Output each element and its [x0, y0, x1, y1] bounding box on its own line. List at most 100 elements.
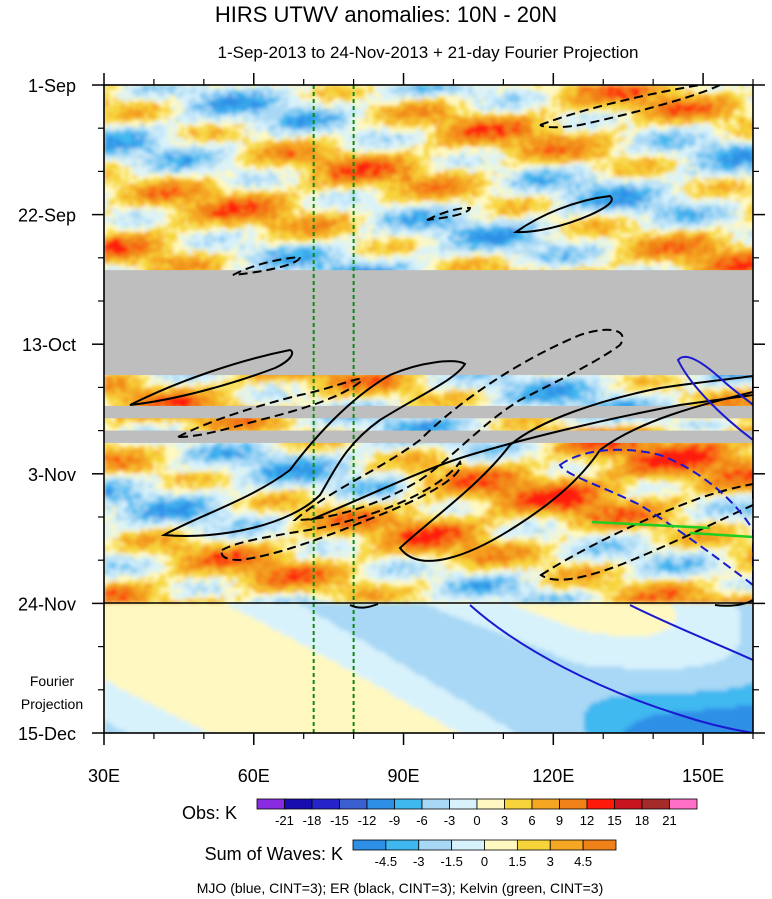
anomaly-cell [380, 199, 385, 203]
anomaly-cell [716, 124, 721, 128]
anomaly-cell [652, 151, 657, 155]
plot-area [104, 85, 757, 736]
anomaly-cell [296, 196, 301, 200]
anomaly-cell [124, 172, 129, 176]
anomaly-cell [620, 127, 625, 131]
anomaly-cell [668, 154, 673, 158]
anomaly-cell [600, 172, 605, 176]
anomaly-cell [620, 151, 625, 155]
anomaly-cell [468, 202, 473, 206]
anomaly-cell [296, 187, 301, 191]
anomaly-cell [164, 205, 169, 209]
anomaly-cell [308, 94, 313, 98]
anomaly-cell [504, 193, 509, 197]
anomaly-cell [120, 202, 125, 206]
anomaly-cell [180, 127, 185, 131]
anomaly-cell [108, 157, 113, 161]
anomaly-cell [132, 175, 137, 179]
anomaly-cell [372, 121, 377, 125]
chart-subtitle: 1-Sep-2013 to 24-Nov-2013 + 21-day Fouri… [218, 43, 639, 62]
anomaly-cell [304, 88, 309, 92]
anomaly-cell [552, 103, 557, 107]
anomaly-cell [320, 187, 325, 191]
anomaly-cell [288, 187, 293, 191]
anomaly-cell [512, 163, 517, 167]
anomaly-cell [592, 166, 597, 170]
anomaly-cell [280, 163, 285, 167]
anomaly-cell [496, 109, 501, 113]
anomaly-cell [412, 124, 417, 128]
anomaly-cell [520, 160, 525, 164]
anomaly-cell [184, 172, 189, 176]
anomaly-cell [492, 148, 497, 152]
anomaly-cell [560, 109, 565, 113]
anomaly-cell [348, 127, 353, 131]
anomaly-cell [492, 163, 497, 167]
anomaly-cell [624, 118, 629, 122]
anomaly-cell [372, 97, 377, 101]
anomaly-cell [436, 166, 441, 170]
anomaly-cell [600, 124, 605, 128]
anomaly-cell [180, 139, 185, 143]
anomaly-cell [432, 145, 437, 149]
anomaly-cell [476, 163, 481, 167]
anomaly-cell [504, 172, 509, 176]
anomaly-cell [212, 172, 217, 176]
anomaly-cell [588, 157, 593, 161]
anomaly-cell [200, 118, 205, 122]
anomaly-cell [620, 142, 625, 146]
anomaly-cell [640, 151, 645, 155]
anomaly-cell [172, 127, 177, 131]
anomaly-cell [164, 100, 169, 104]
anomaly-cell [256, 130, 261, 134]
anomaly-cell [632, 151, 637, 155]
anomaly-cell [220, 169, 225, 173]
anomaly-cell [244, 163, 249, 167]
anomaly-cell [660, 121, 665, 125]
anomaly-cell [552, 97, 557, 101]
anomaly-cell [436, 160, 441, 164]
anomaly-cell [568, 127, 573, 131]
anomaly-cell [124, 166, 129, 170]
anomaly-cell [168, 109, 173, 113]
chart-title: HIRS UTWV anomalies: 10N - 20N [215, 2, 557, 27]
anomaly-cell [516, 109, 521, 113]
anomaly-cell [392, 124, 397, 128]
anomaly-cell [592, 127, 597, 131]
anomaly-cell [404, 199, 409, 203]
anomaly-cell [324, 205, 329, 209]
anomaly-cell [628, 127, 633, 131]
anomaly-cell [288, 172, 293, 176]
anomaly-cell [656, 172, 661, 176]
anomaly-cell [504, 187, 509, 191]
anomaly-cell [480, 184, 485, 188]
anomaly-cell [456, 145, 461, 149]
anomaly-cell [400, 124, 405, 128]
anomaly-cell [484, 166, 489, 170]
anomaly-cell [348, 139, 353, 143]
anomaly-cell [112, 184, 117, 188]
anomaly-cell [364, 118, 369, 122]
anomaly-cell [232, 184, 237, 188]
anomaly-cell [236, 157, 241, 161]
anomaly-cell [744, 193, 749, 197]
anomaly-cell [328, 130, 333, 134]
anomaly-cell [604, 106, 609, 110]
anomaly-cell [488, 181, 493, 185]
anomaly-cell [128, 118, 133, 122]
anomaly-cell [252, 136, 257, 140]
anomaly-cell [608, 124, 613, 128]
anomaly-cell [416, 199, 421, 203]
anomaly-cell [224, 118, 229, 122]
anomaly-cell [108, 202, 113, 206]
anomaly-cell [280, 184, 285, 188]
anomaly-cell [304, 190, 309, 194]
anomaly-cell [476, 193, 481, 197]
anomaly-cell [636, 124, 641, 128]
anomaly-cell [420, 133, 425, 137]
anomaly-cell [388, 97, 393, 101]
anomaly-cell [292, 88, 297, 92]
anomaly-cell [540, 196, 545, 200]
anomaly-cell [448, 145, 453, 149]
anomaly-cell [740, 109, 745, 113]
